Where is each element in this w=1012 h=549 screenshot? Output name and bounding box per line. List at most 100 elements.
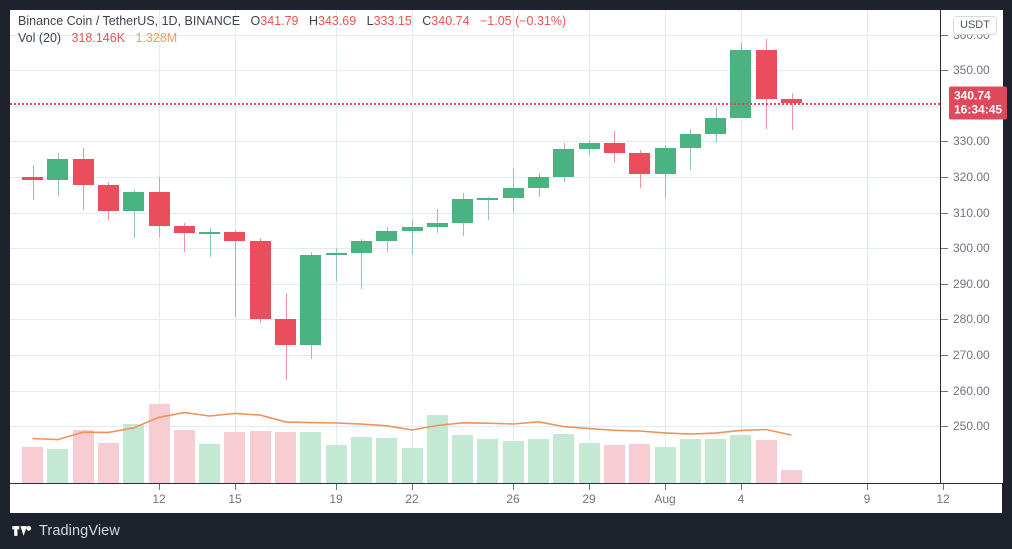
volume-bar: [148, 404, 170, 483]
horizontal-gridline: [10, 70, 940, 72]
volume-bar: [47, 448, 69, 483]
candle-wick: [134, 189, 135, 238]
candle-body: [22, 177, 43, 180]
time-tick-label: Aug: [654, 492, 676, 506]
candle-body: [603, 142, 625, 153]
vertical-gridline: [867, 10, 868, 483]
candle-body: [679, 134, 701, 148]
price-tick-label: 280.00: [953, 312, 990, 327]
price-tick-label: 330.00: [953, 134, 990, 149]
price-tick-label: 300.00: [953, 241, 990, 256]
candle-body: [705, 118, 727, 135]
price-tick-mark: [941, 70, 948, 72]
price-tick-label: 310.00: [953, 205, 990, 220]
volume-bar: [300, 432, 322, 483]
candle-wick: [412, 220, 413, 255]
candle-body: [97, 184, 119, 212]
time-tick-mark: [943, 484, 944, 490]
candle-body: [755, 49, 777, 100]
current-price-line: [10, 103, 940, 106]
time-tick-label: 12: [152, 492, 166, 506]
candle-body: [781, 99, 802, 104]
vertical-gridline: [159, 10, 160, 483]
candle-body: [654, 147, 676, 175]
candle-body: [325, 253, 347, 256]
candle-body: [72, 158, 94, 185]
candle-wick: [690, 129, 691, 170]
time-tick-label: 4: [737, 492, 745, 506]
candle-body: [730, 49, 752, 119]
volume-bar: [199, 443, 221, 483]
price-tick-mark: [941, 390, 948, 392]
candle-wick: [210, 227, 211, 258]
time-axis[interactable]: 12 15 19 22 26 29 Aug 4 9 12: [10, 483, 1002, 513]
candle-wick: [361, 238, 362, 290]
time-tick-label: 12: [936, 492, 950, 506]
tradingview-logo[interactable]: TradingView: [12, 523, 120, 539]
volume-bar: [679, 438, 701, 483]
time-tick-label: 29: [582, 492, 596, 506]
candle-wick: [488, 196, 489, 220]
candle-body: [629, 152, 651, 175]
candle-body: [528, 176, 549, 189]
horizontal-gridline: [10, 105, 940, 107]
price-tick-mark: [941, 141, 948, 143]
volume-bar: [553, 433, 575, 483]
current-price-value: 340.74: [954, 88, 991, 103]
candle-body: [426, 222, 448, 228]
bar-countdown: 16:34:45: [954, 102, 1003, 117]
vertical-gridline: [336, 10, 337, 483]
horizontal-gridline: [10, 141, 940, 143]
price-tick-mark: [941, 248, 948, 250]
vertical-gridline: [741, 10, 742, 483]
volume-bar: [654, 447, 676, 483]
volume-bar: [452, 434, 474, 483]
time-tick-label: 26: [506, 492, 520, 506]
footer-bar: TradingView: [0, 512, 1012, 549]
candle-body: [173, 225, 195, 234]
price-tick-mark: [941, 355, 948, 357]
volume-bar: [123, 424, 145, 483]
price-tick-mark: [941, 212, 948, 214]
chart-plot-area[interactable]: [10, 10, 940, 483]
volume-bar: [578, 442, 600, 483]
price-axis[interactable]: USDT 360.00350.00330.00320.00310.00300.0…: [940, 10, 1008, 483]
price-tick-label: 270.00: [953, 348, 990, 363]
time-tick-label: 22: [405, 492, 419, 506]
volume-bar: [275, 431, 296, 483]
candle-body: [300, 255, 322, 346]
candle-body: [578, 142, 600, 150]
candle-body: [148, 192, 170, 226]
volume-bar: [376, 437, 398, 483]
current-price-tag[interactable]: 340.74 16:34:45: [949, 86, 1008, 120]
candle-body: [199, 231, 221, 234]
candle-body: [350, 241, 372, 254]
candle-body: [224, 231, 246, 241]
volume-bar: [730, 434, 752, 483]
candle-body: [401, 227, 423, 232]
horizontal-gridline: [10, 248, 940, 250]
candle-wick: [437, 209, 438, 234]
volume-bar: [350, 436, 372, 483]
horizontal-gridline: [10, 212, 940, 214]
volume-bar: [72, 430, 94, 483]
time-tick-label: 9: [863, 492, 871, 506]
time-tick-label: 15: [228, 492, 242, 506]
time-tick-mark: [741, 484, 742, 490]
time-tick-mark: [867, 484, 868, 490]
price-tick-label: 250.00: [953, 419, 990, 434]
volume-bar: [477, 438, 499, 483]
vertical-gridline: [589, 10, 590, 483]
time-tick-label: 19: [329, 492, 343, 506]
volume-bar: [22, 447, 43, 483]
time-tick-mark: [235, 484, 236, 490]
volume-bar: [755, 440, 777, 483]
volume-bar: [325, 445, 347, 483]
volume-bar: [173, 429, 195, 483]
candle-body: [123, 192, 145, 212]
vertical-gridline: [513, 10, 514, 483]
price-tick-mark: [941, 177, 948, 179]
volume-bar: [97, 442, 119, 483]
price-tick-label: 260.00: [953, 383, 990, 398]
